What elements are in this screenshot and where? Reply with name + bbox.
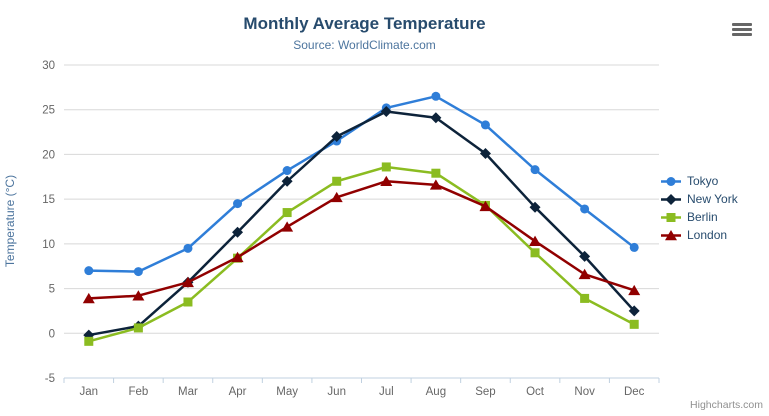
series-tokyo[interactable]: [84, 91, 639, 277]
credits-link[interactable]: Highcharts.com: [690, 399, 763, 411]
series-marker-square[interactable]: [629, 319, 639, 329]
series-marker-square: [666, 212, 676, 222]
legend-symbol-triangle-icon: [661, 229, 681, 240]
series-marker-diamond[interactable]: [380, 106, 392, 118]
series-marker-square[interactable]: [84, 336, 94, 346]
series-marker-circle[interactable]: [629, 242, 639, 252]
series-marker-diamond: [665, 193, 677, 205]
series-marker-square[interactable]: [431, 168, 441, 178]
x-axis-label: Dec: [624, 386, 645, 398]
y-axis-label: 30: [42, 60, 55, 72]
x-axis-label: May: [276, 386, 298, 398]
series-line[interactable]: [87, 165, 636, 343]
series-marker-triangle[interactable]: [330, 191, 343, 203]
series-marker-triangle: [665, 229, 677, 240]
series-marker-triangle[interactable]: [578, 268, 591, 280]
legend-symbol-diamond-icon: [661, 193, 681, 205]
x-axis-label: Jun: [327, 386, 346, 398]
legend-symbol-circle-icon: [661, 176, 681, 186]
series-marker-triangle[interactable]: [529, 235, 542, 246]
legend-label: New York: [687, 192, 738, 206]
series-marker-square[interactable]: [332, 176, 342, 186]
hamburger-icon: [732, 22, 752, 26]
series-marker-circle[interactable]: [431, 91, 441, 101]
y-axis-label: 15: [42, 194, 55, 206]
series-marker-circle[interactable]: [580, 204, 590, 214]
legend-item-new-york[interactable]: New York: [660, 192, 738, 206]
chart-title: Monthly Average Temperature: [243, 14, 486, 33]
series-marker-triangle[interactable]: [181, 276, 194, 288]
hamburger-icon: [732, 27, 752, 31]
x-axis-label: Jul: [379, 386, 394, 398]
series-marker-triangle[interactable]: [479, 200, 492, 212]
series-line[interactable]: [87, 180, 636, 300]
series-marker-diamond[interactable]: [479, 148, 491, 160]
series-marker-diamond[interactable]: [331, 131, 343, 143]
x-axis-label: Feb: [128, 386, 148, 398]
series-marker-circle[interactable]: [282, 166, 292, 176]
y-axis-label: 10: [42, 239, 55, 251]
legend-item-london[interactable]: London: [660, 228, 738, 242]
x-axis-label: Oct: [526, 386, 545, 398]
series-marker-square[interactable]: [381, 162, 391, 172]
series-marker-triangle[interactable]: [380, 175, 393, 187]
series-marker-diamond[interactable]: [579, 250, 591, 262]
series-london[interactable]: [82, 175, 641, 304]
legend-item-berlin[interactable]: Berlin: [660, 210, 738, 224]
hamburger-icon: [732, 32, 752, 36]
series-marker-circle[interactable]: [530, 165, 540, 175]
series-marker-triangle[interactable]: [231, 251, 244, 263]
chart-subtitle: Source: WorldClimate.com: [293, 38, 436, 52]
y-axis-label: -5: [45, 373, 55, 385]
x-axis-label: Apr: [229, 386, 247, 398]
context-menu-button[interactable]: [732, 20, 754, 38]
series-marker-square[interactable]: [282, 208, 292, 218]
series-new-york[interactable]: [83, 106, 640, 341]
x-axis-label: Jan: [80, 386, 99, 398]
legend-item-tokyo[interactable]: Tokyo: [660, 174, 738, 188]
legend-label: Berlin: [687, 210, 718, 224]
series-marker-circle: [666, 176, 676, 186]
series-marker-square[interactable]: [530, 248, 540, 258]
x-axis-label: Mar: [178, 386, 198, 398]
x-axis-label: Nov: [574, 386, 595, 398]
series-line[interactable]: [87, 110, 636, 337]
y-axis-label: 25: [42, 105, 55, 117]
series-marker-diamond[interactable]: [232, 226, 244, 238]
series-marker-square[interactable]: [183, 297, 193, 307]
series-marker-square[interactable]: [133, 323, 143, 333]
series-marker-diamond[interactable]: [430, 112, 442, 124]
series-marker-triangle[interactable]: [132, 290, 145, 301]
legend: Tokyo New York Berlin London: [660, 174, 738, 242]
series-marker-triangle[interactable]: [628, 284, 641, 296]
series-marker-circle[interactable]: [183, 243, 193, 253]
y-axis-label: 5: [49, 284, 55, 296]
series-marker-circle[interactable]: [480, 120, 490, 130]
legend-label: London: [687, 228, 728, 242]
series-marker-square[interactable]: [580, 293, 590, 303]
series-marker-diamond[interactable]: [529, 201, 541, 213]
series-marker-circle[interactable]: [233, 199, 243, 209]
series-marker-circle[interactable]: [84, 266, 94, 276]
legend-label: Tokyo: [687, 174, 719, 188]
y-axis-label: 0: [49, 328, 55, 340]
series-line[interactable]: [87, 95, 636, 273]
series-marker-diamond[interactable]: [281, 175, 293, 187]
series-marker-circle[interactable]: [133, 267, 143, 277]
series-marker-triangle[interactable]: [281, 221, 294, 232]
legend-symbol-square-icon: [661, 212, 681, 222]
y-axis-label: 20: [42, 149, 55, 161]
series-marker-triangle[interactable]: [82, 292, 95, 304]
series-marker-diamond[interactable]: [628, 305, 640, 317]
x-axis-label: Sep: [475, 386, 495, 398]
x-axis-label: Aug: [426, 386, 446, 398]
series-marker-triangle[interactable]: [429, 179, 442, 190]
